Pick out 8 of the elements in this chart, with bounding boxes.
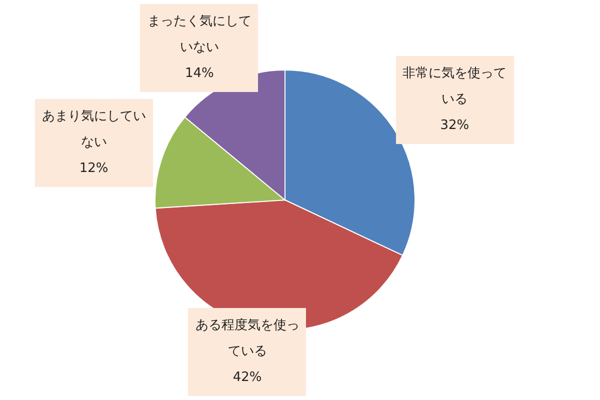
data-label: 32%	[439, 117, 470, 136]
slice-label: まったく気にしていない	[146, 13, 252, 57]
data-label: 14%	[184, 65, 215, 83]
data-label: 42%	[232, 369, 263, 387]
slice-label: 非常に気を使っている	[402, 65, 508, 110]
slice-label: ある程度気を使っている	[194, 317, 300, 361]
data-label: 12%	[78, 160, 110, 178]
slice-label: あまり気にしていない	[40, 108, 147, 152]
